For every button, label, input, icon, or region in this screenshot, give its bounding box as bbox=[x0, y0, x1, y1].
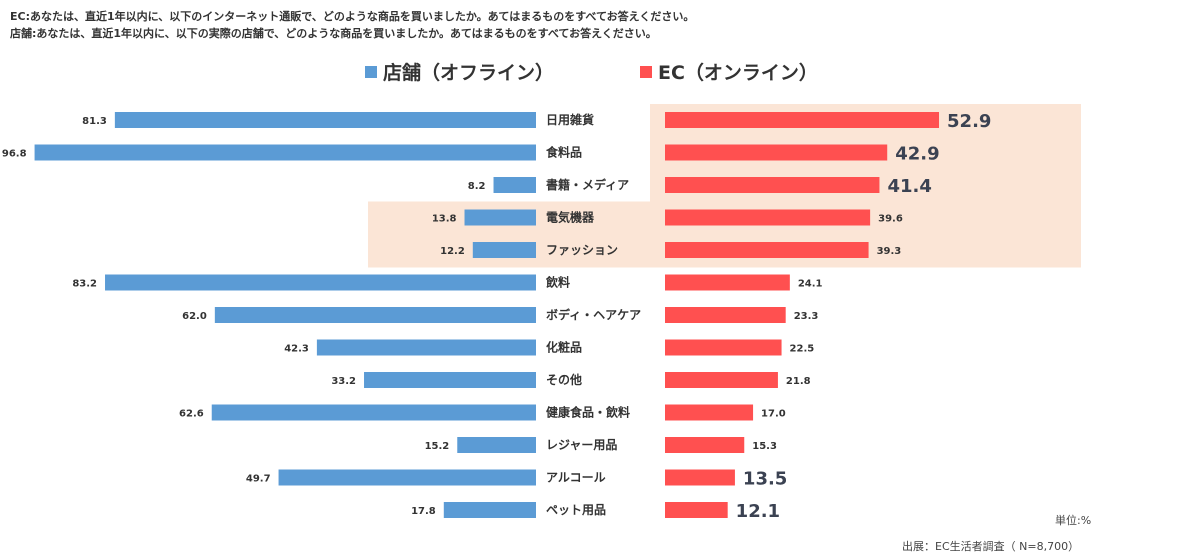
bar-offline-0 bbox=[114, 112, 536, 128]
value-label-online-12: 12.1 bbox=[736, 501, 780, 522]
legend-online-label: EC（オンライン） bbox=[658, 62, 818, 84]
value-label-online-0: 52.9 bbox=[947, 111, 991, 132]
bar-offline-5 bbox=[105, 274, 537, 291]
category-label-4: ファッション bbox=[546, 243, 618, 257]
value-label-offline-2: 8.2 bbox=[468, 181, 486, 192]
bar-online-2 bbox=[665, 177, 880, 193]
value-label-offline-6: 62.0 bbox=[182, 311, 207, 322]
bar-offline-10 bbox=[457, 437, 536, 453]
legend-online-swatch bbox=[640, 66, 652, 78]
value-label-offline-11: 49.7 bbox=[246, 474, 271, 485]
category-label-8: その他 bbox=[546, 372, 582, 387]
legend-offline-swatch bbox=[365, 66, 377, 78]
category-label-11: アルコール bbox=[546, 471, 606, 485]
bar-online-8 bbox=[665, 372, 778, 388]
value-label-online-6: 23.3 bbox=[794, 311, 819, 322]
bar-offline-11 bbox=[278, 469, 536, 486]
ec-question-note: EC:あなたは、直近1年以内に、以下のインターネット通販で、どのような商品を買い… bbox=[10, 10, 695, 23]
bar-online-12 bbox=[665, 502, 728, 518]
bar-offline-2 bbox=[493, 177, 536, 193]
bar-online-1 bbox=[665, 144, 888, 161]
value-label-offline-9: 62.6 bbox=[179, 409, 204, 420]
bar-online-3 bbox=[665, 209, 871, 226]
category-label-5: 飲料 bbox=[545, 275, 570, 290]
bar-online-11 bbox=[665, 469, 735, 486]
bar-online-0 bbox=[665, 112, 940, 128]
category-label-1: 食料品 bbox=[545, 145, 582, 160]
category-label-6: ボディ・ヘアケア bbox=[546, 307, 641, 322]
value-label-offline-0: 81.3 bbox=[82, 116, 107, 127]
value-label-online-9: 17.0 bbox=[761, 409, 786, 420]
bar-online-9 bbox=[665, 404, 754, 421]
category-label-10: レジャー用品 bbox=[546, 438, 617, 452]
category-label-9: 健康食品・飲料 bbox=[546, 405, 630, 420]
value-label-online-7: 22.5 bbox=[790, 344, 815, 355]
source-label: 出展：EC生活者調査（ N=8,700） bbox=[902, 540, 1080, 553]
bar-offline-1 bbox=[34, 144, 537, 161]
bar-online-5 bbox=[665, 274, 790, 291]
value-label-online-8: 21.8 bbox=[786, 376, 811, 387]
bar-offline-9 bbox=[211, 404, 536, 421]
value-label-online-11: 13.5 bbox=[743, 469, 787, 490]
legend-online: EC（オンライン） bbox=[640, 58, 818, 85]
bar-offline-3 bbox=[464, 209, 536, 226]
bar-offline-4 bbox=[472, 242, 536, 258]
bar-online-6 bbox=[665, 307, 786, 323]
value-label-online-4: 39.3 bbox=[877, 246, 902, 257]
value-label-offline-10: 15.2 bbox=[425, 441, 450, 452]
bar-offline-7 bbox=[316, 339, 536, 356]
value-label-online-10: 15.3 bbox=[752, 441, 777, 452]
bar-offline-8 bbox=[364, 372, 536, 388]
category-label-2: 書籍・メディア bbox=[546, 177, 629, 192]
store-question-note: 店舗:あなたは、直近1年以内に、以下の実際の店舗で、どのような商品を買いましたか… bbox=[10, 27, 657, 40]
bar-offline-12 bbox=[443, 502, 536, 518]
value-label-offline-3: 13.8 bbox=[432, 214, 457, 225]
bar-online-10 bbox=[665, 437, 745, 453]
value-label-online-2: 41.4 bbox=[887, 176, 931, 197]
value-label-offline-8: 33.2 bbox=[331, 376, 356, 387]
legend-offline: 店舗（オフライン） bbox=[365, 58, 554, 85]
category-label-0: 日用雑貨 bbox=[546, 112, 594, 127]
category-label-7: 化粧品 bbox=[546, 340, 582, 355]
bar-online-4 bbox=[665, 242, 869, 258]
value-label-offline-12: 17.8 bbox=[411, 506, 436, 517]
bar-offline-6 bbox=[214, 307, 536, 323]
category-label-12: ペット用品 bbox=[546, 503, 606, 517]
value-label-online-1: 42.9 bbox=[895, 144, 939, 165]
bar-online-7 bbox=[665, 339, 782, 356]
value-label-offline-5: 83.2 bbox=[72, 279, 97, 290]
value-label-offline-1: 96.8 bbox=[2, 149, 27, 160]
value-label-online-5: 24.1 bbox=[798, 279, 823, 290]
legend-offline-label: 店舗（オフライン） bbox=[383, 62, 555, 84]
value-label-online-3: 39.6 bbox=[878, 214, 903, 225]
category-label-3: 電気機器 bbox=[546, 210, 595, 225]
unit-label: 単位:% bbox=[1055, 514, 1092, 527]
value-label-offline-7: 42.3 bbox=[284, 344, 309, 355]
value-label-offline-4: 12.2 bbox=[440, 246, 465, 257]
